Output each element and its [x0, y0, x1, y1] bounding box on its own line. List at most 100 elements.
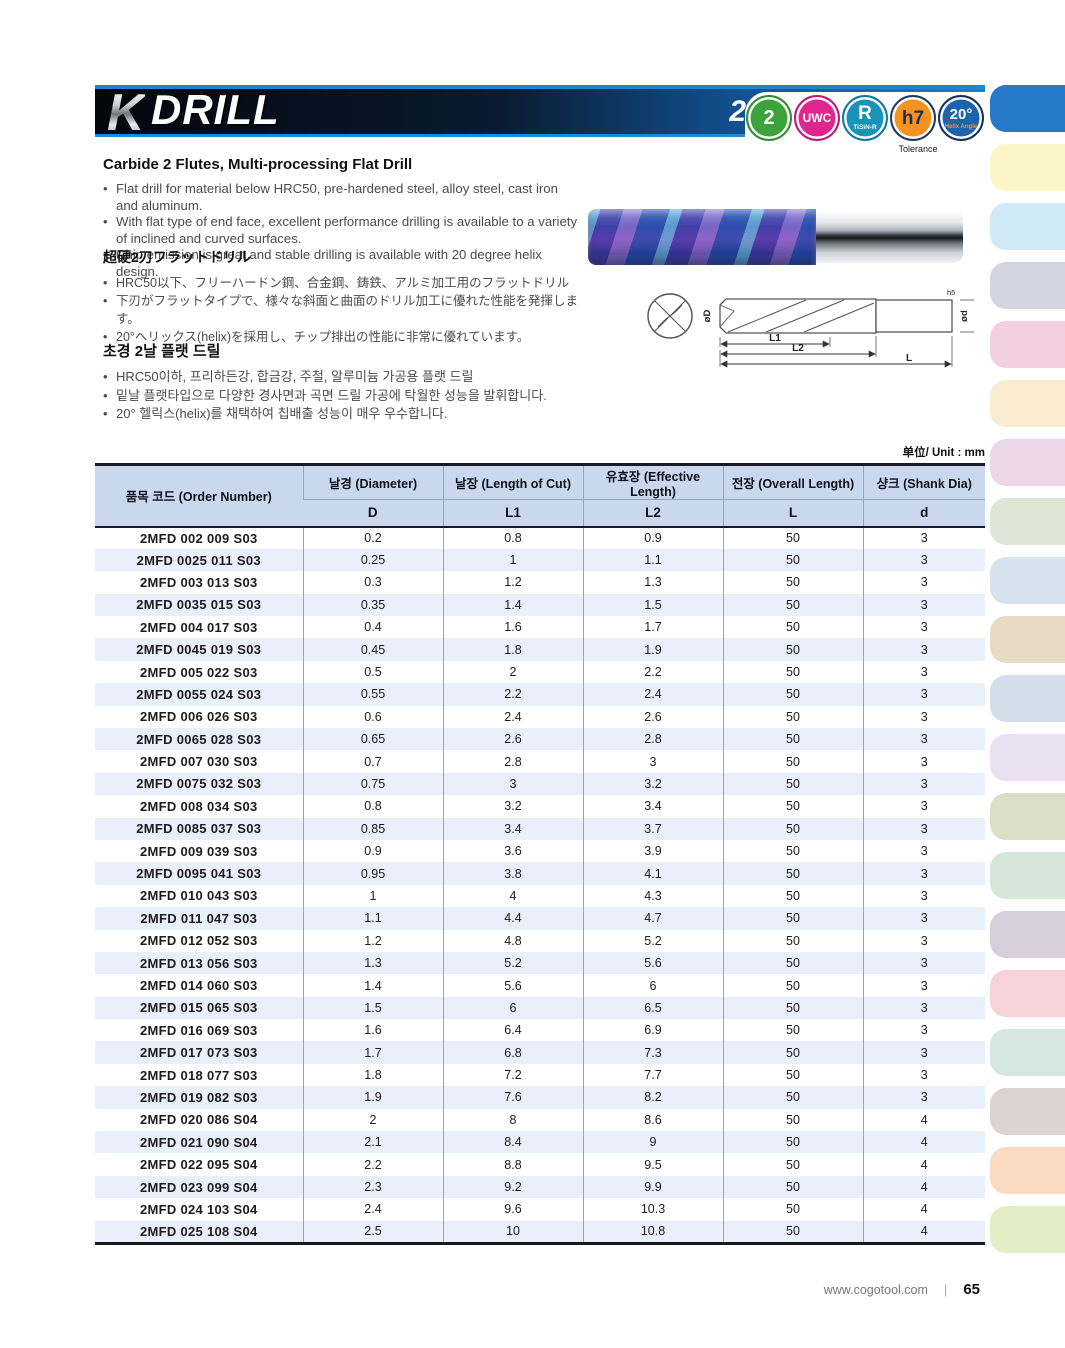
- value-cell: 2.3: [302, 1175, 443, 1199]
- value-cell: 6.8: [442, 1041, 583, 1064]
- value-cell: 1.3: [582, 571, 723, 594]
- value-cell: 3: [862, 817, 985, 840]
- tisin-r-badge-label: R: [858, 103, 872, 125]
- column-symbol-l2: L2: [582, 499, 723, 528]
- value-cell: 50: [722, 1019, 863, 1042]
- label-flute-diameter: øD: [702, 310, 713, 323]
- value-cell: 3.2: [442, 795, 583, 818]
- page-edge-tab-10: [990, 616, 1065, 663]
- order-number-cell: 2MFD 0085 037 S03: [136, 821, 262, 837]
- value-cell: 4.1: [582, 862, 723, 885]
- value-cell: 2.4: [442, 705, 583, 729]
- table-row: 2MFD 016 069 S03 1.6 6.4 6.9 50 3: [95, 1019, 985, 1042]
- value-cell: 1.2: [302, 929, 443, 952]
- table-row: 2MFD 0065 028 S03 0.65 2.6 2.8 50 3: [95, 728, 985, 751]
- table-row: 2MFD 008 034 S03 0.8 3.2 3.4 50 3: [95, 795, 985, 818]
- value-cell: 3.4: [582, 795, 723, 818]
- page-edge-tab-14: [990, 852, 1065, 899]
- column-header-order-number: 품목 코드 (Order Number): [95, 464, 303, 528]
- value-cell: 50: [722, 593, 863, 617]
- table-row: 2MFD 0025 011 S03 0.25 1 1.1 50 3: [95, 548, 985, 572]
- dimension-diagram: øD h5 ød L1 L2 L: [647, 288, 974, 368]
- table-row: 2MFD 003 013 S03 0.3 1.2 1.3 50 3: [95, 571, 985, 594]
- drill-shank-section: [816, 211, 963, 263]
- value-cell: 2.6: [442, 728, 583, 751]
- column-header-diameter: 날경 (Diameter): [302, 464, 443, 500]
- bullet-item: With flat type of end face, excellent pe…: [103, 214, 578, 247]
- page-edge-tab-18: [990, 1088, 1065, 1135]
- value-cell: 50: [722, 862, 863, 885]
- value-cell: 6: [582, 974, 723, 997]
- value-cell: 50: [722, 974, 863, 997]
- value-cell: 2: [442, 660, 583, 684]
- page-edge-tab-20: [990, 1206, 1065, 1253]
- uwc-coating-badge: UWC: [794, 95, 840, 141]
- value-cell: 1.5: [582, 593, 723, 617]
- tisin-r-badge: R TiSiN-R: [842, 95, 888, 141]
- table-row: 2MFD 0055 024 S03 0.55 2.2 2.4 50 3: [95, 683, 985, 706]
- brand-logo: K DRILL: [107, 85, 280, 139]
- value-cell: 50: [722, 839, 863, 863]
- value-cell: 1.1: [582, 548, 723, 572]
- order-number-cell: 2MFD 0025 011 S03: [136, 552, 261, 568]
- value-cell: 5.6: [442, 974, 583, 997]
- value-cell: 0.7: [302, 750, 443, 773]
- value-cell: 3.2: [582, 772, 723, 796]
- value-cell: 0.2: [302, 526, 443, 549]
- value-cell: 3: [862, 1019, 985, 1042]
- value-cell: 50: [722, 1220, 863, 1243]
- value-cell: 0.45: [302, 638, 443, 661]
- side-view-shank: [875, 299, 953, 333]
- column-header-length-of-cut: 날장 (Length of Cut): [442, 464, 583, 500]
- order-number-cell: 2MFD 008 034 S03: [139, 798, 258, 814]
- table-row: 2MFD 007 030 S03 0.7 2.8 3 50 3: [95, 750, 985, 773]
- value-cell: 1.3: [302, 951, 443, 975]
- order-number-cell: 2MFD 023 099 S04: [139, 1179, 258, 1195]
- page-edge-tab-1: [990, 85, 1065, 132]
- bullet-item: Flat drill for material below HRC50, pre…: [103, 181, 578, 214]
- page-edge-tab-9: [990, 557, 1065, 604]
- value-cell: 50: [722, 817, 863, 840]
- value-cell: 2.2: [302, 1153, 443, 1176]
- column-header-overall-length: 전장 (Overall Length): [722, 464, 863, 500]
- value-cell: 3: [862, 772, 985, 796]
- table-row: 2MFD 011 047 S03 1.1 4.4 4.7 50 3: [95, 907, 985, 930]
- order-number-cell: 2MFD 0055 024 S03: [136, 686, 262, 702]
- page-edge-tab-6: [990, 380, 1065, 427]
- page-edge-tab-5: [990, 321, 1065, 368]
- value-cell: 10.8: [582, 1220, 723, 1243]
- order-number-cell: 2MFD 007 030 S03: [139, 754, 258, 770]
- order-number-cell: 2MFD 021 090 S04: [139, 1134, 258, 1150]
- order-number-cell: 2MFD 005 022 S03: [139, 664, 258, 680]
- value-cell: 3: [862, 683, 985, 706]
- value-cell: 3: [862, 750, 985, 773]
- bullet-item: HRC50以下、フリーハードン鋼、合金鋼、鋳鉄、アルミ加工用のフラットドリル: [103, 274, 593, 292]
- value-cell: 50: [722, 705, 863, 729]
- label-overall-length: L: [906, 353, 912, 364]
- value-cell: 3: [862, 1063, 985, 1087]
- page-edge-tab-16: [990, 970, 1065, 1017]
- column-header-shank-dia: 샹크 (Shank Dia): [862, 464, 985, 500]
- value-cell: 1.5: [302, 996, 443, 1020]
- value-cell: 3.4: [442, 817, 583, 840]
- value-cell: 50: [722, 1131, 863, 1154]
- order-number-cell: 2MFD 024 103 S04: [139, 1201, 258, 1217]
- value-cell: 0.75: [302, 772, 443, 796]
- value-cell: 50: [722, 772, 863, 796]
- value-cell: 4: [862, 1220, 985, 1243]
- value-cell: 4.3: [582, 884, 723, 908]
- value-cell: 4.8: [442, 929, 583, 952]
- value-cell: 0.25: [302, 548, 443, 572]
- value-cell: 1: [442, 548, 583, 572]
- value-cell: 2.4: [302, 1198, 443, 1221]
- tolerance-caption: Tolerance: [898, 144, 938, 154]
- section-title-english: Carbide 2 Flutes, Multi-processing Flat …: [103, 156, 413, 173]
- value-cell: 3.7: [582, 817, 723, 840]
- value-cell: 3: [862, 728, 985, 751]
- page-edge-tab-8: [990, 498, 1065, 545]
- value-cell: 2.1: [302, 1131, 443, 1154]
- bullet-item: 밑날 플랫타입으로 다양한 경사면과 곡면 드릴 가공에 탁월한 성능을 발휘합…: [103, 387, 593, 406]
- bullet-item: 20° 헬릭스(helix)를 채택하여 칩배출 성능이 매우 우수합니다.: [103, 405, 593, 424]
- value-cell: 4: [862, 1198, 985, 1221]
- value-cell: 4: [862, 1175, 985, 1199]
